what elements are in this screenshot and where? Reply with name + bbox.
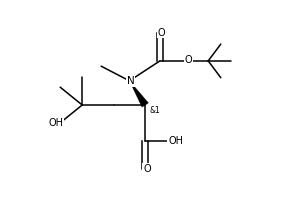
Text: O: O bbox=[158, 28, 165, 38]
Text: &1: &1 bbox=[149, 106, 160, 115]
Text: O: O bbox=[143, 164, 151, 174]
Text: O: O bbox=[184, 55, 192, 65]
Text: OH: OH bbox=[168, 136, 183, 146]
Text: OH: OH bbox=[48, 118, 63, 128]
Text: N: N bbox=[127, 76, 135, 86]
Polygon shape bbox=[129, 81, 148, 107]
